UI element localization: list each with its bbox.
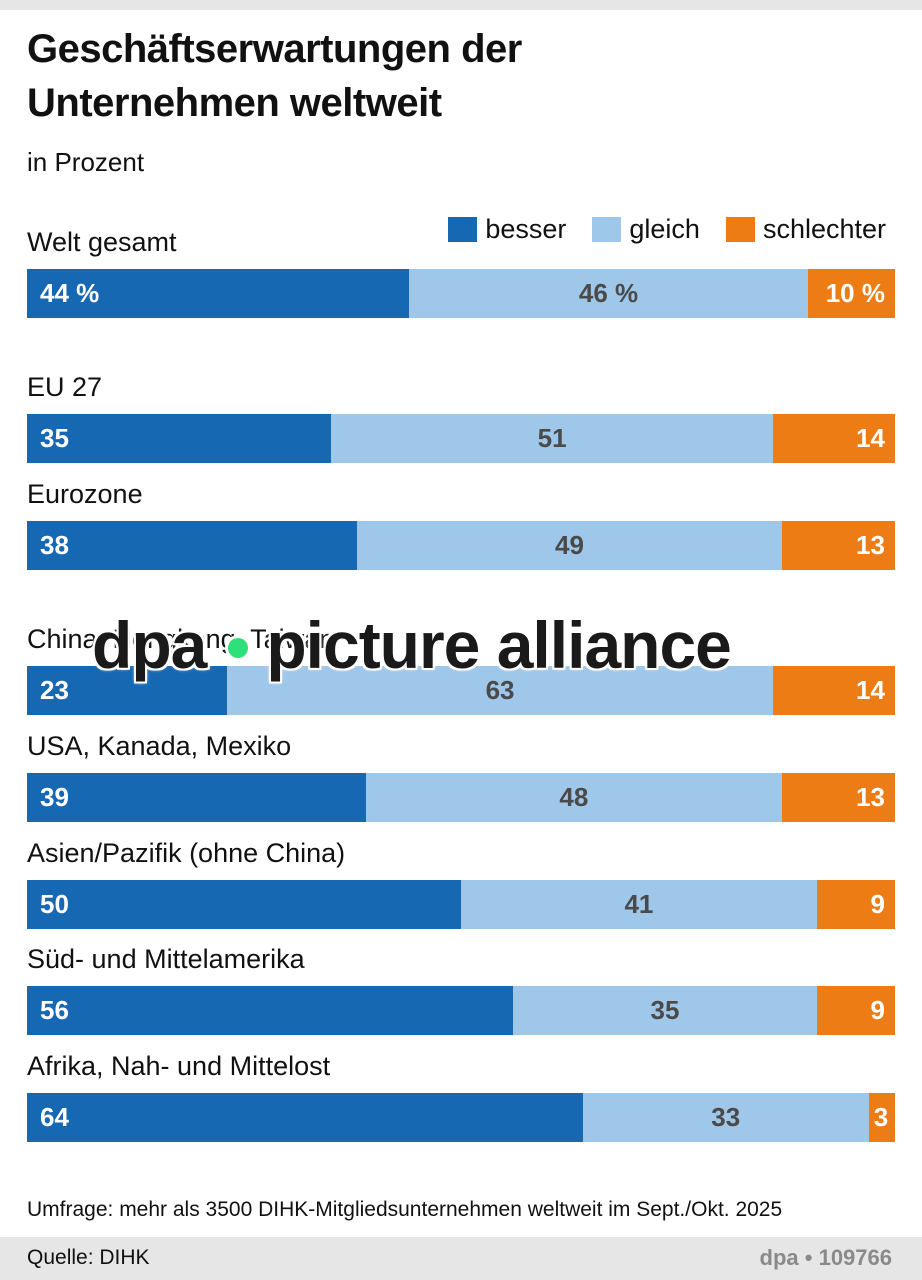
source: Quelle: DIHK	[27, 1246, 150, 1269]
data-label-gleich: 48	[559, 782, 589, 812]
row-label: Afrika, Nah- und Mittelost	[27, 1051, 331, 1081]
data-label-besser: 23	[40, 675, 69, 705]
watermark: dpa picture alliance	[92, 600, 732, 690]
bar-segment-gleich: 63	[226, 666, 774, 715]
bar-segment-schlechter: 9	[816, 986, 895, 1035]
chart-subtitle: in Prozent	[27, 147, 145, 177]
title-line-2: Unternehmen weltweit	[27, 81, 442, 125]
row-label: Eurozone	[27, 479, 143, 509]
data-label-schlechter: 3	[873, 1102, 889, 1132]
bar-segment-gleich: 48	[365, 773, 783, 822]
bar-segment-besser: 56	[27, 986, 514, 1035]
data-label-gleich: 51	[537, 423, 567, 453]
legend-label-besser: besser	[485, 214, 567, 244]
watermark-dot-icon	[228, 637, 249, 658]
data-label-schlechter: 9	[870, 889, 885, 919]
data-label-besser: 56	[40, 995, 69, 1025]
chart-title: Geschäftserwartungen der Unternehmen wel…	[27, 22, 522, 130]
stacked-bar: 38 49 13	[27, 521, 895, 570]
data-label-gleich: 46 %	[578, 278, 639, 308]
legend-item-schlechter: schlechter	[725, 214, 886, 245]
data-label-schlechter: 13	[856, 530, 885, 560]
bar-segment-besser: 50	[27, 880, 461, 929]
data-label-gleich: 33	[711, 1102, 741, 1132]
watermark-left: dpa	[92, 608, 207, 682]
stacked-bar: 44 % 46 % 10 %	[27, 269, 895, 318]
row-label: Asien/Pazifik (ohne China)	[27, 838, 346, 868]
footnote: Umfrage: mehr als 3500 DIHK-Mitgliedsunt…	[27, 1198, 783, 1221]
legend-item-besser: besser	[448, 214, 566, 245]
bar-segment-gleich: 51	[330, 414, 774, 463]
bar-segment-besser: 64	[27, 1093, 583, 1142]
bar-segment-besser: 23	[27, 666, 227, 715]
bar-segment-besser: 39	[27, 773, 366, 822]
data-label-besser: 64	[40, 1102, 69, 1132]
legend-swatch-besser	[448, 217, 478, 242]
data-label-gleich: 63	[485, 675, 515, 705]
title-line-1: Geschäftserwartungen der	[27, 27, 522, 71]
bar-segment-schlechter: 13	[782, 521, 895, 570]
bar-segment-besser: 38	[27, 521, 357, 570]
bar-segment-gleich: 41	[461, 880, 817, 929]
bar-segment-gleich: 33	[582, 1093, 869, 1142]
stacked-bar: 50 41 9	[27, 880, 895, 929]
bar-segment-schlechter: 14	[773, 414, 895, 463]
data-label-besser: 35	[40, 423, 69, 453]
data-label-schlechter: 14	[856, 675, 885, 705]
legend-swatch-schlechter	[725, 217, 755, 242]
row-label: China, Hongkong, Taiwan	[27, 624, 335, 654]
data-label-gleich: 41	[624, 889, 654, 919]
bar-segment-besser: 44 %	[27, 269, 409, 318]
stacked-bar: 39 48 13	[27, 773, 895, 822]
data-label-besser: 50	[40, 889, 69, 919]
legend-label-schlechter: schlechter	[762, 214, 886, 244]
stacked-bar: 35 51 14	[27, 414, 895, 463]
stacked-bar: 64 33 3	[27, 1093, 895, 1142]
bar-segment-besser: 35	[27, 414, 331, 463]
row-label: EU 27	[27, 372, 103, 402]
data-label-schlechter: 13	[856, 782, 885, 812]
legend-label-gleich: gleich	[629, 214, 700, 244]
bar-segment-schlechter: 9	[816, 880, 895, 929]
data-label-gleich: 49	[555, 530, 584, 560]
bar-segment-gleich: 35	[513, 986, 817, 1035]
data-label-besser: 38	[40, 530, 69, 560]
stacked-bar: 56 35 9	[27, 986, 895, 1035]
row-label: USA, Kanada, Mexiko	[27, 731, 292, 761]
data-label-besser: 44 %	[40, 278, 100, 308]
row-label: Süd- und Mittelamerika	[27, 944, 305, 974]
agency-credit: dpa • 109766	[759, 1245, 892, 1270]
stacked-bar: 23 63 14	[27, 666, 895, 715]
legend-swatch-gleich	[592, 217, 622, 242]
top-bar	[0, 0, 922, 10]
footer: Quelle: DIHK dpa • 109766	[0, 1237, 922, 1280]
bar-segment-schlechter: 14	[773, 666, 895, 715]
bar-segment-schlechter: 10 %	[808, 269, 895, 318]
bar-segment-schlechter: 3	[868, 1093, 895, 1142]
data-label-schlechter: 10 %	[825, 278, 885, 308]
data-label-schlechter: 14	[856, 423, 885, 453]
data-label-schlechter: 9	[870, 995, 885, 1025]
bar-segment-schlechter: 13	[782, 773, 895, 822]
row-label: Welt gesamt	[27, 227, 177, 257]
data-label-besser: 39	[40, 782, 69, 812]
legend-item-gleich: gleich	[592, 214, 700, 245]
data-label-gleich: 35	[650, 995, 680, 1025]
bar-segment-gleich: 49	[356, 521, 783, 570]
legend: besser gleich schlechter	[422, 214, 886, 245]
watermark-right: picture alliance	[266, 608, 732, 682]
bar-segment-gleich: 46 %	[408, 269, 809, 318]
